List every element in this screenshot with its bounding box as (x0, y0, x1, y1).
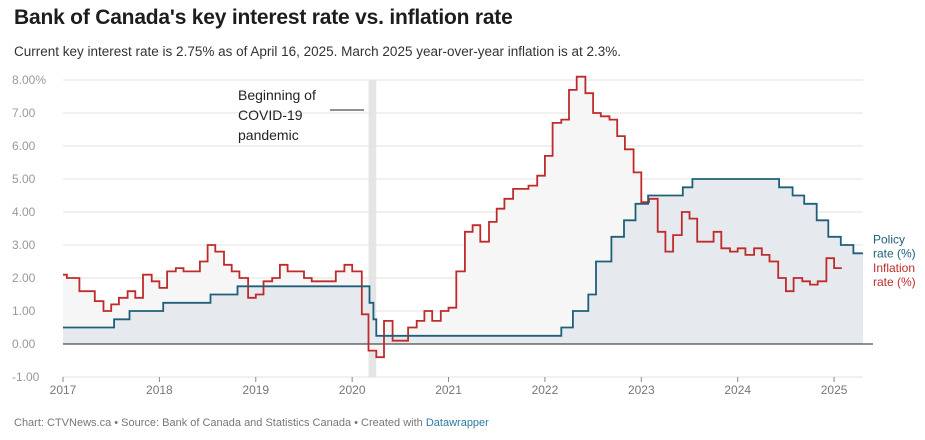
y-tick-label: 4.00 (12, 205, 36, 219)
x-tick-label: 2018 (146, 383, 173, 397)
y-tick-label: -1.00 (12, 370, 40, 384)
x-tick-label: 2020 (339, 383, 366, 397)
y-tick-label: 7.00 (12, 106, 36, 120)
x-tick-label: 2025 (821, 383, 848, 397)
chart-title: Bank of Canada's key interest rate vs. i… (14, 6, 513, 29)
covid-band (368, 80, 377, 377)
covid-annotation-text: pandemic (238, 127, 299, 143)
inflation-line (63, 75, 842, 359)
covid-annotation-text: Beginning of (238, 87, 316, 103)
policy-series-label: Policy (873, 232, 905, 246)
x-tick-label: 2024 (724, 383, 751, 397)
x-tick-label: 2022 (532, 383, 559, 397)
inflation-series-label: rate (%) (873, 275, 916, 289)
chart-subtitle: Current key interest rate is 2.75% as of… (14, 44, 622, 59)
y-tick-label: 2.00 (12, 271, 36, 285)
covid-annotation-text: COVID-19 (238, 107, 303, 123)
inflation-series-label: Inflation (873, 261, 915, 275)
y-tick-label: 1.00 (12, 304, 36, 318)
x-tick-label: 2021 (435, 383, 462, 397)
x-tick-label: 2019 (242, 383, 269, 397)
x-tick-label: 2017 (50, 383, 77, 397)
x-tick-label: 2023 (628, 383, 655, 397)
footer-text: Chart: CTVNews.ca • Source: Bank of Cana… (14, 417, 426, 429)
y-tick-label: 3.00 (12, 238, 36, 252)
y-tick-label: 0.00 (12, 337, 36, 351)
policy-series-label: rate (%) (873, 246, 916, 260)
policy-line (63, 178, 863, 337)
y-tick-label: 8.00% (12, 73, 46, 87)
y-tick-label: 5.00 (12, 172, 36, 186)
y-tick-label: 6.00 (12, 139, 36, 153)
chart-footer: Chart: CTVNews.ca • Source: Bank of Cana… (14, 417, 489, 429)
policy-area (63, 179, 863, 344)
datawrapper-link[interactable]: Datawrapper (425, 417, 489, 429)
